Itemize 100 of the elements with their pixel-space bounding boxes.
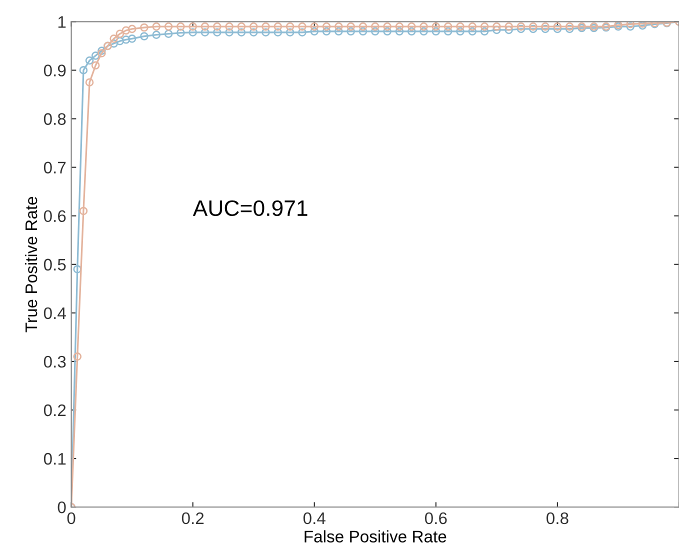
point xyxy=(200,22,210,31)
point xyxy=(122,26,130,35)
point xyxy=(85,78,94,87)
point xyxy=(407,27,416,36)
point xyxy=(407,22,416,31)
point xyxy=(274,28,282,37)
y-tick-label: 0.1 xyxy=(44,452,66,465)
point xyxy=(528,22,538,31)
point xyxy=(176,28,185,38)
point xyxy=(310,22,319,31)
point xyxy=(565,22,574,31)
point xyxy=(188,28,198,37)
point xyxy=(225,28,234,37)
point xyxy=(262,28,270,37)
point xyxy=(383,22,392,31)
y-tick-label: 0.6 xyxy=(44,210,66,222)
point xyxy=(91,61,100,70)
point xyxy=(626,22,635,28)
annotation: AUC=0.971 xyxy=(192,200,308,216)
point xyxy=(322,27,331,36)
point xyxy=(176,22,185,31)
point xyxy=(468,22,477,31)
point xyxy=(395,27,404,36)
point xyxy=(420,22,428,31)
point xyxy=(456,27,464,36)
point xyxy=(122,35,130,44)
point xyxy=(432,27,440,36)
point xyxy=(91,51,100,60)
point xyxy=(516,24,526,34)
x-tick-label: 0.4 xyxy=(303,512,326,524)
point xyxy=(286,28,294,37)
point xyxy=(79,66,88,74)
point xyxy=(98,46,106,55)
point xyxy=(370,27,380,36)
point xyxy=(85,56,94,65)
point xyxy=(322,22,331,31)
point xyxy=(395,22,404,31)
point xyxy=(444,22,452,31)
point xyxy=(249,22,258,31)
point xyxy=(164,30,173,38)
x-tick-label: 0.8 xyxy=(546,512,568,524)
point xyxy=(286,22,294,31)
point xyxy=(346,27,356,36)
point xyxy=(358,22,368,31)
x-axis-title: False Positive Rate xyxy=(304,530,446,542)
point xyxy=(152,22,161,31)
point xyxy=(492,26,501,34)
point xyxy=(110,34,118,43)
point xyxy=(116,36,124,46)
point xyxy=(370,22,380,31)
point xyxy=(480,22,489,31)
point xyxy=(164,22,173,31)
point xyxy=(553,24,562,34)
point xyxy=(565,24,574,34)
point xyxy=(432,22,440,31)
point xyxy=(541,22,550,31)
point xyxy=(128,34,136,43)
y-tick-label: 0.5 xyxy=(44,258,66,271)
point xyxy=(456,22,464,31)
point xyxy=(98,49,106,58)
point xyxy=(140,23,148,32)
point xyxy=(468,27,477,36)
point xyxy=(140,32,148,40)
point xyxy=(73,352,82,361)
point xyxy=(188,22,198,31)
y-tick-label: 0 xyxy=(58,501,66,514)
y-tick-label: 1 xyxy=(58,16,66,28)
point xyxy=(200,28,210,37)
y-tick-label: 0.7 xyxy=(44,162,66,174)
point xyxy=(504,26,514,34)
x-tick-label: 0 xyxy=(67,512,76,524)
y-tick-label: 0.4 xyxy=(44,307,66,320)
point xyxy=(516,22,526,31)
point xyxy=(262,22,270,31)
x-tick-label: 0.2 xyxy=(182,512,204,524)
y-axis-title: True Positive Rate xyxy=(24,196,38,332)
point xyxy=(383,27,392,36)
point xyxy=(212,22,222,31)
point xyxy=(152,30,161,39)
point xyxy=(553,22,562,31)
x-tick-label: 0.6 xyxy=(424,512,447,524)
point xyxy=(79,206,88,216)
point xyxy=(249,28,258,37)
point xyxy=(225,22,234,31)
point xyxy=(444,27,452,36)
point xyxy=(492,22,501,31)
point xyxy=(212,28,222,37)
point xyxy=(334,27,343,36)
point xyxy=(626,22,635,31)
point xyxy=(310,27,319,36)
point xyxy=(358,27,368,36)
y-tick-label: 0.3 xyxy=(44,356,66,368)
y-tick-label: 0.2 xyxy=(44,404,66,416)
point xyxy=(334,22,343,31)
y-tick-label: 0.9 xyxy=(44,64,66,76)
point xyxy=(346,22,356,31)
point xyxy=(504,22,514,31)
point xyxy=(480,27,489,36)
point xyxy=(116,30,124,38)
point xyxy=(528,24,538,34)
